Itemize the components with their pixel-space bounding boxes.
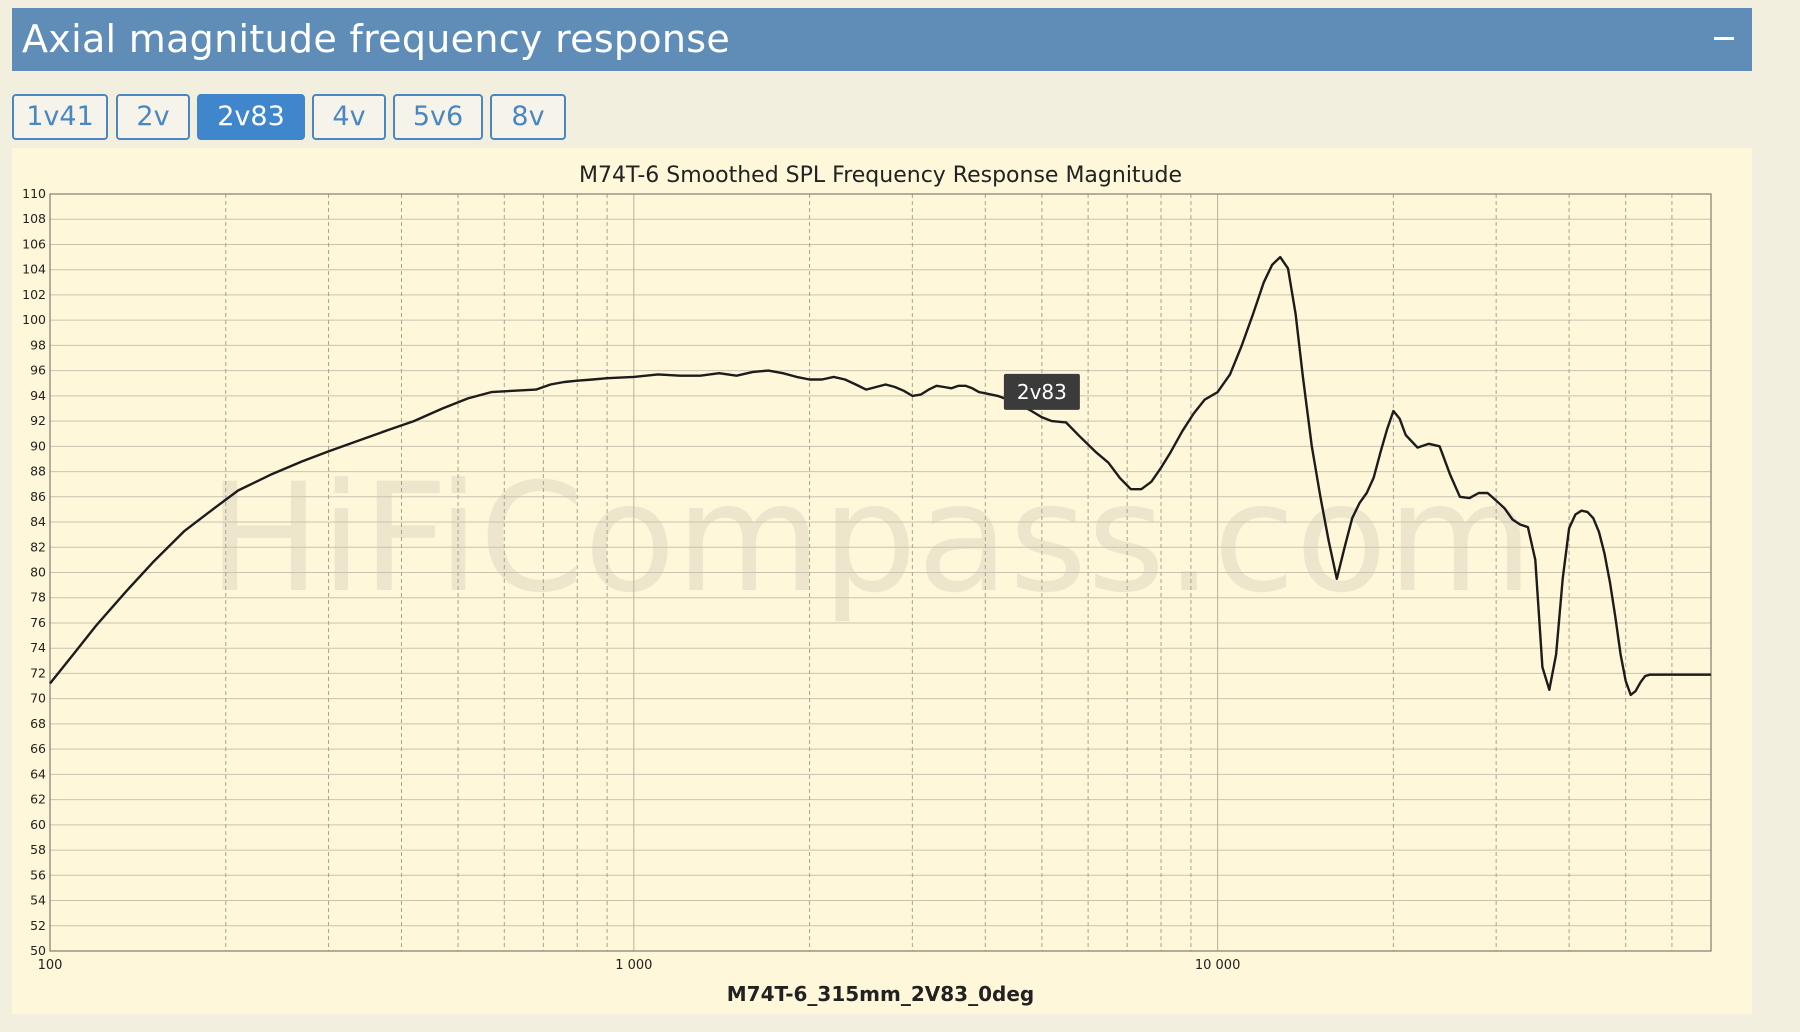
y-tick-label: 52 — [30, 918, 46, 933]
y-tick-label: 84 — [30, 514, 46, 529]
y-tick-label: 76 — [30, 615, 46, 630]
y-tick-label: 110 — [22, 186, 46, 201]
chart-title: M74T-6 Smoothed SPL Frequency Response M… — [579, 163, 1182, 188]
y-tick-label: 60 — [30, 817, 46, 832]
series-line — [49, 255, 1711, 697]
frequency-response-chart: HiFiCompass.com 50 52 54 56 58 60 62 64 66 68 70 72 7… — [22, 163, 1712, 1006]
y-tick-label: 96 — [30, 363, 46, 378]
x-axis-label: M74T-6_315mm_2V83_0deg — [727, 982, 1034, 1006]
minus-icon[interactable] — [1714, 37, 1734, 40]
y-tick-label: 70 — [30, 691, 46, 706]
chart-panel: HiFiCompass.com 50 52 54 56 58 60 62 64 66 68 70 72 7… — [12, 148, 1752, 1014]
y-tick-label: 64 — [30, 766, 46, 781]
y-tick-label: 62 — [30, 792, 46, 807]
y-tick-label: 100 — [22, 312, 46, 327]
y-tick-label: 58 — [30, 842, 46, 857]
tab-2v83[interactable]: 2v83 — [197, 94, 305, 140]
y-tick-label: 54 — [30, 893, 46, 908]
y-tick-label: 50 — [30, 943, 46, 958]
watermark-text: HiFiCompass.com — [208, 452, 1534, 626]
y-tick-label: 102 — [22, 287, 46, 302]
y-tick-label: 94 — [30, 388, 46, 403]
y-tick-label: 68 — [30, 716, 46, 731]
panel-title: Axial magnitude frequency response — [22, 17, 731, 61]
y-tick-label: 56 — [30, 867, 46, 882]
y-tick-label: 104 — [22, 262, 46, 277]
x-tick-label: 100 — [38, 958, 63, 973]
tab-4v[interactable]: 4v — [312, 94, 386, 140]
y-tick-label: 80 — [30, 565, 46, 580]
y-tick-label: 92 — [30, 413, 46, 428]
tooltip-label: 2v83 — [1017, 380, 1067, 404]
y-tick-label: 74 — [30, 640, 46, 655]
y-tick-label: 88 — [30, 464, 46, 479]
y-tick-label: 106 — [22, 236, 46, 251]
tab-5v6[interactable]: 5v6 — [393, 94, 483, 140]
y-tick-label: 98 — [30, 337, 46, 352]
tab-2v[interactable]: 2v — [116, 94, 190, 140]
x-tick-label: 1 000 — [615, 958, 652, 973]
y-tick-label: 66 — [30, 741, 46, 756]
tab-8v[interactable]: 8v — [490, 94, 566, 140]
y-tick-label: 90 — [30, 438, 46, 453]
y-tick-label: 82 — [30, 539, 46, 554]
y-tick-label: 72 — [30, 665, 46, 680]
tooltip-box — [1003, 373, 1080, 410]
plot-frame — [49, 193, 1712, 952]
y-tick-label: 108 — [22, 211, 46, 226]
x-tick-label: 10 000 — [1195, 958, 1241, 973]
y-tick-label: 78 — [30, 590, 46, 605]
tab-1v41[interactable]: 1v41 — [12, 94, 108, 140]
y-tick-label: 86 — [30, 489, 46, 504]
panel-header: Axial magnitude frequency response — [12, 8, 1752, 71]
